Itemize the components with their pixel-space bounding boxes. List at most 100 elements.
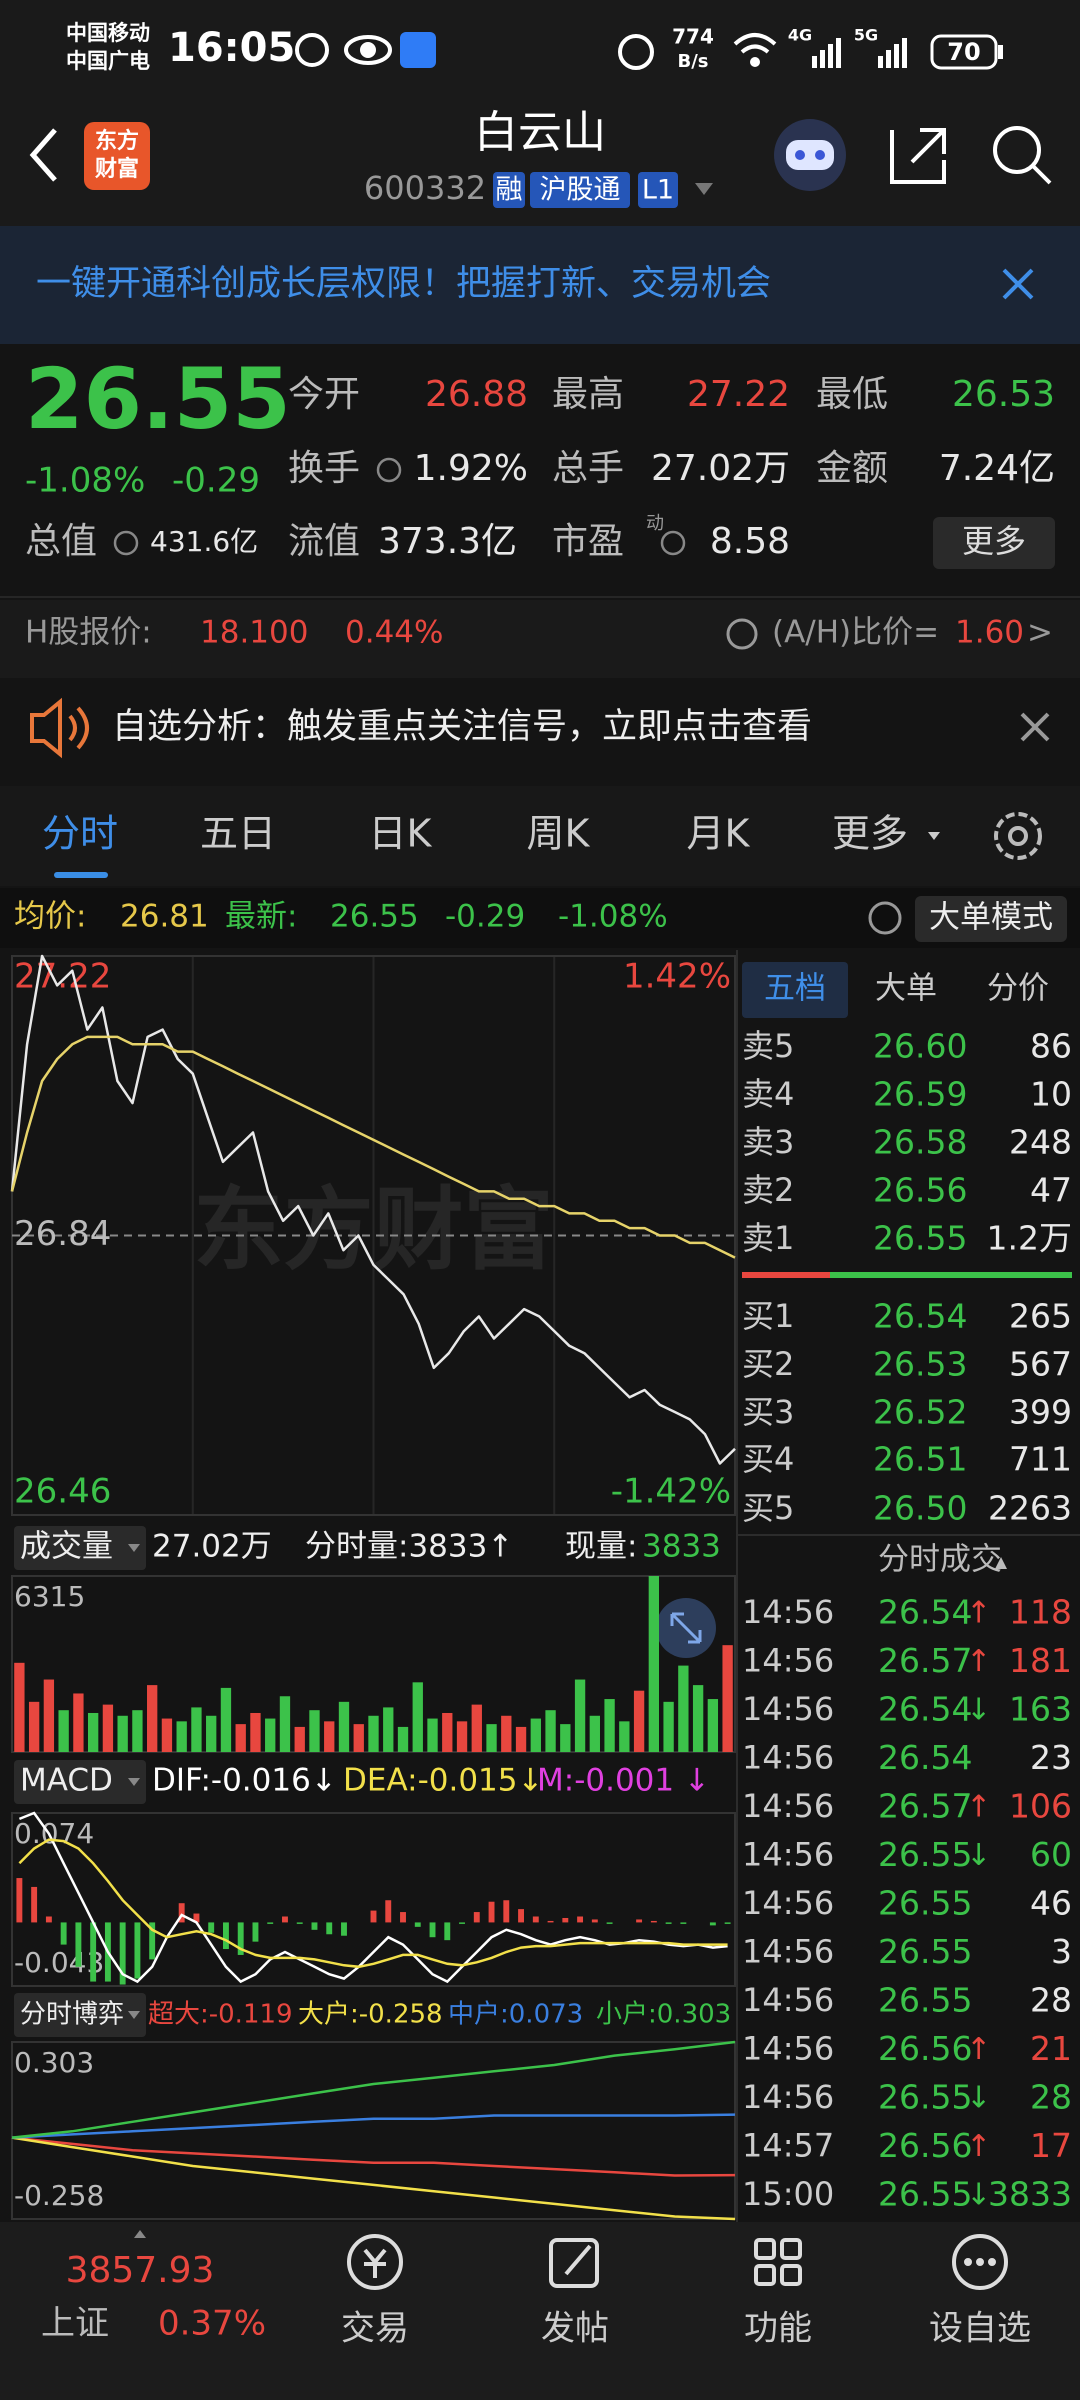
- macd-bar: [237, 1922, 244, 1955]
- trade-volume: 28: [1030, 2078, 1072, 2117]
- y-tick-label: 0.303: [14, 2046, 94, 2079]
- volume-bar: [678, 1665, 689, 1752]
- settings-button[interactable]: [994, 812, 1042, 860]
- mode-button[interactable]: 大单模式: [929, 900, 1053, 936]
- mode-button-bg[interactable]: [915, 896, 1067, 942]
- game-legend: 大户:-0.258: [298, 2000, 443, 2030]
- alert-close[interactable]: [1020, 712, 1050, 742]
- order-tab-active[interactable]: [742, 962, 848, 1018]
- volume-bar: [279, 1696, 291, 1752]
- nav-label[interactable]: 发帖: [541, 2309, 609, 2349]
- trade-price: 26.57: [878, 1787, 972, 1826]
- macd-legend: M:-0.001 ↓: [537, 1763, 710, 1799]
- trade-price: 26.54: [878, 1690, 972, 1729]
- more-button[interactable]: 更多: [962, 522, 1026, 560]
- series-line: [11, 2113, 736, 2139]
- y-tick-label: 27.22: [14, 957, 111, 997]
- back-button[interactable]: [29, 128, 57, 182]
- volume-total: 27.02万: [152, 1529, 272, 1565]
- order-tab[interactable]: 分价: [987, 971, 1049, 1007]
- macd-bar: [724, 1922, 731, 1924]
- more-dropdown[interactable]: [928, 832, 940, 840]
- indicator-title: 成交量: [20, 1529, 113, 1565]
- macd-bar: [562, 1917, 569, 1923]
- trade-volume: 3833: [988, 2175, 1072, 2214]
- field-value: 26.88: [425, 374, 528, 415]
- field-value: 7.24亿: [939, 448, 1055, 489]
- share-button[interactable]: [890, 128, 946, 184]
- tab[interactable]: 月K: [687, 812, 751, 856]
- more-button-bg[interactable]: [933, 517, 1055, 569]
- trades-sort[interactable]: [995, 1557, 1007, 1569]
- macd-bar: [400, 1912, 406, 1923]
- code-dropdown[interactable]: [695, 183, 713, 195]
- macd-bar: [547, 1920, 554, 1923]
- dropdown-arrow: [128, 1778, 140, 1786]
- macd-bar: [119, 1922, 126, 1985]
- banner-text[interactable]: 一键开通科创成长层权限！把握打新、交易机会: [36, 264, 771, 304]
- volume-bar: [353, 1724, 364, 1752]
- index-value[interactable]: 3857.93: [66, 2250, 215, 2291]
- macd-bar: [488, 1901, 495, 1923]
- alert-bg[interactable]: [0, 680, 1080, 780]
- trade-direction: ↓: [966, 2081, 991, 2116]
- trade-direction: ↑: [966, 1596, 991, 1631]
- volume-bar: [309, 1710, 320, 1752]
- tab[interactable]: 分时: [42, 812, 118, 856]
- indicator-selector[interactable]: [14, 1526, 146, 1570]
- nav-label[interactable]: 功能: [744, 2309, 812, 2349]
- volume-bar: [633, 1690, 645, 1752]
- indicator-title: MACD: [20, 1763, 113, 1799]
- game-legend: 中户:0.073: [448, 2000, 583, 2030]
- nav-icons[interactable]: [347, 2234, 1008, 2290]
- nav-label[interactable]: 交易: [341, 2309, 409, 2349]
- search-button[interactable]: [993, 126, 1052, 185]
- order-tab[interactable]: 大单: [875, 971, 937, 1007]
- banner-bg[interactable]: [0, 226, 1080, 344]
- macd-bar: [650, 1920, 657, 1923]
- indicator-selector[interactable]: [14, 1993, 146, 2037]
- macd-bar: [636, 1919, 643, 1923]
- indicator-selector[interactable]: [14, 1760, 146, 1804]
- trade-volume: 118: [1009, 1593, 1072, 1632]
- y-tick-label: 6315: [14, 1580, 85, 1613]
- tab[interactable]: 日K: [369, 812, 433, 856]
- order-volume: 1.2万: [987, 1219, 1072, 1258]
- trade-price: 26.57: [878, 1641, 972, 1680]
- volume-bar: [102, 1704, 114, 1752]
- volume-bar: [176, 1721, 187, 1752]
- macd-bar: [326, 1922, 333, 1935]
- volume-bar: [648, 1576, 660, 1752]
- volume-bar: [486, 1724, 497, 1752]
- field-value: 373.3亿: [378, 521, 517, 562]
- battery: 70: [947, 38, 980, 66]
- tab[interactable]: 周K: [527, 812, 591, 856]
- macd-bar: [208, 1922, 215, 1933]
- macd-bar: [267, 1922, 274, 1924]
- order-price: 26.58: [873, 1123, 967, 1162]
- series-line: [10, 954, 736, 1465]
- trade-volume: 181: [1009, 1641, 1072, 1680]
- order-price: 26.54: [873, 1297, 967, 1336]
- h-share-price: 18.100: [200, 615, 308, 651]
- ah-ratio: 1.60: [955, 615, 1024, 651]
- net-speed-unit: B/s: [677, 51, 708, 72]
- alert-text[interactable]: 自选分析：触发重点关注信号，立即点击查看: [112, 707, 812, 747]
- banner-close[interactable]: [1002, 268, 1034, 300]
- tab[interactable]: 五日: [200, 812, 276, 856]
- trade-direction: ↓: [966, 2178, 991, 2213]
- nav-label[interactable]: 设自选: [929, 2309, 1031, 2349]
- expand-button[interactable]: [656, 1598, 716, 1658]
- tab[interactable]: 更多: [832, 812, 908, 856]
- y-tick-label: -0.043: [14, 1946, 104, 1979]
- field-label: 换手: [288, 448, 360, 489]
- help-icon[interactable]: [726, 618, 902, 935]
- assistant-button[interactable]: [774, 119, 846, 191]
- trade-direction: ↓: [966, 1693, 991, 1728]
- order-tab[interactable]: 五档: [764, 971, 826, 1007]
- order-volume: 86: [1030, 1027, 1072, 1066]
- alert-icon: [30, 697, 89, 759]
- volume-bar: [722, 1645, 733, 1752]
- macd-bar: [90, 1922, 97, 1982]
- order-volume: 10: [1030, 1075, 1072, 1114]
